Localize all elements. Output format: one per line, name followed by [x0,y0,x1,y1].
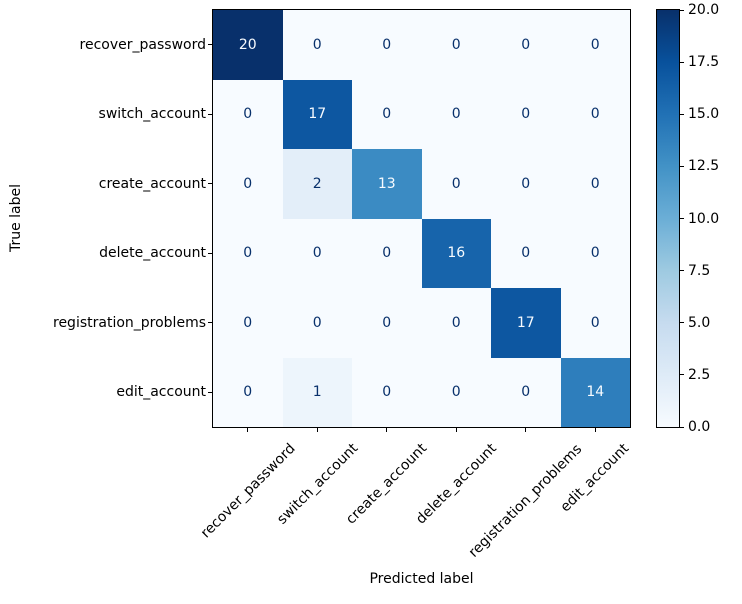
heatmap-cell: 0 [421,357,491,427]
heatmap: 20 0 0 0 0 0 0 17 0 0 0 0 0 2 13 0 0 0 0 0 0 16 0 0 0 0 0 0 17 0 0 1 0 0 0… [212,9,631,428]
colorbar-tickmark [680,322,684,324]
heatmap-cell: 14 [560,357,630,427]
heatmap-cell: 1 [282,357,352,427]
colorbar-tickmark [680,426,684,428]
heatmap-cell: 0 [491,79,561,149]
heatmap-cell: 0 [352,357,422,427]
heatmap-cell: 2 [282,149,352,219]
colorbar-tickmark [680,270,684,272]
heatmap-cell: 16 [421,218,491,288]
heatmap-cell: 0 [282,218,352,288]
y-tickmark [208,44,212,46]
y-tick-label: edit_account [116,384,206,401]
heatmap-cell: 0 [421,10,491,80]
heatmap-cell: 0 [560,79,630,149]
heatmap-cell: 0 [352,10,422,80]
y-tick-label: delete_account [99,245,206,262]
colorbar-tick-label: 17.5 [688,54,720,71]
y-tickmark [208,113,212,115]
colorbar-tick-label: 5.0 [688,314,711,331]
y-tick-label: switch_account [98,106,206,123]
x-tickmark [247,428,249,432]
heatmap-cell: 20 [213,10,283,80]
heatmap-cell: 0 [352,218,422,288]
x-tickmark [455,428,457,432]
colorbar-tick-label: 0.0 [688,419,711,435]
y-tick-label: registration_problems [53,314,206,331]
colorbar [656,9,680,428]
heatmap-cell: 0 [213,288,283,358]
heatmap-cell: 0 [421,149,491,219]
heatmap-cell: 0 [491,357,561,427]
y-tick-label: recover_password [79,36,206,53]
heatmap-cell: 0 [213,357,283,427]
heatmap-cell: 17 [282,79,352,149]
colorbar-tickmark [680,374,684,376]
colorbar-tickmark [680,165,684,167]
heatmap-cell: 0 [491,10,561,80]
colorbar-tick-label: 7.5 [688,262,711,279]
heatmap-cell: 0 [560,149,630,219]
colorbar-tickmark [680,113,684,115]
heatmap-cell: 0 [282,288,352,358]
heatmap-cell: 0 [352,79,422,149]
x-tickmark [316,428,318,432]
colorbar-tick-label: 12.5 [688,158,720,175]
x-axis-title: Predicted label [369,571,474,587]
colorbar-tickmark [680,218,684,219]
x-tickmark [386,428,388,432]
heatmap-cell: 0 [282,10,352,80]
x-tickmark [594,428,596,432]
heatmap-cell: 0 [560,10,630,80]
heatmap-cell: 0 [352,288,422,358]
heatmap-cell: 0 [213,79,283,149]
heatmap-cell: 0 [213,149,283,219]
y-tickmark [208,183,212,185]
colorbar-tickmark [680,9,684,11]
x-tickmark [525,428,527,432]
colorbar-tick-label: 10.0 [688,210,720,227]
heatmap-cell: 13 [352,149,422,219]
y-tickmark [208,252,212,254]
heatmap-cell: 0 [491,149,561,219]
heatmap-cell: 0 [421,288,491,358]
heatmap-cell: 0 [560,218,630,288]
colorbar-tick-label: 15.0 [688,106,720,123]
heatmap-cell: 0 [560,288,630,358]
y-axis-title: True label [8,183,24,253]
heatmap-cell: 0 [491,218,561,288]
colorbar-tickmark [680,61,684,63]
colorbar-tick-label: 2.5 [688,366,711,383]
y-tick-label: create_account [98,175,206,192]
colorbar-tick-label: 20.0 [688,2,720,18]
heatmap-cell: 17 [491,288,561,358]
heatmap-cell: 0 [213,218,283,288]
y-tickmark [208,322,212,324]
y-tickmark [208,391,212,393]
heatmap-cell: 0 [421,79,491,149]
